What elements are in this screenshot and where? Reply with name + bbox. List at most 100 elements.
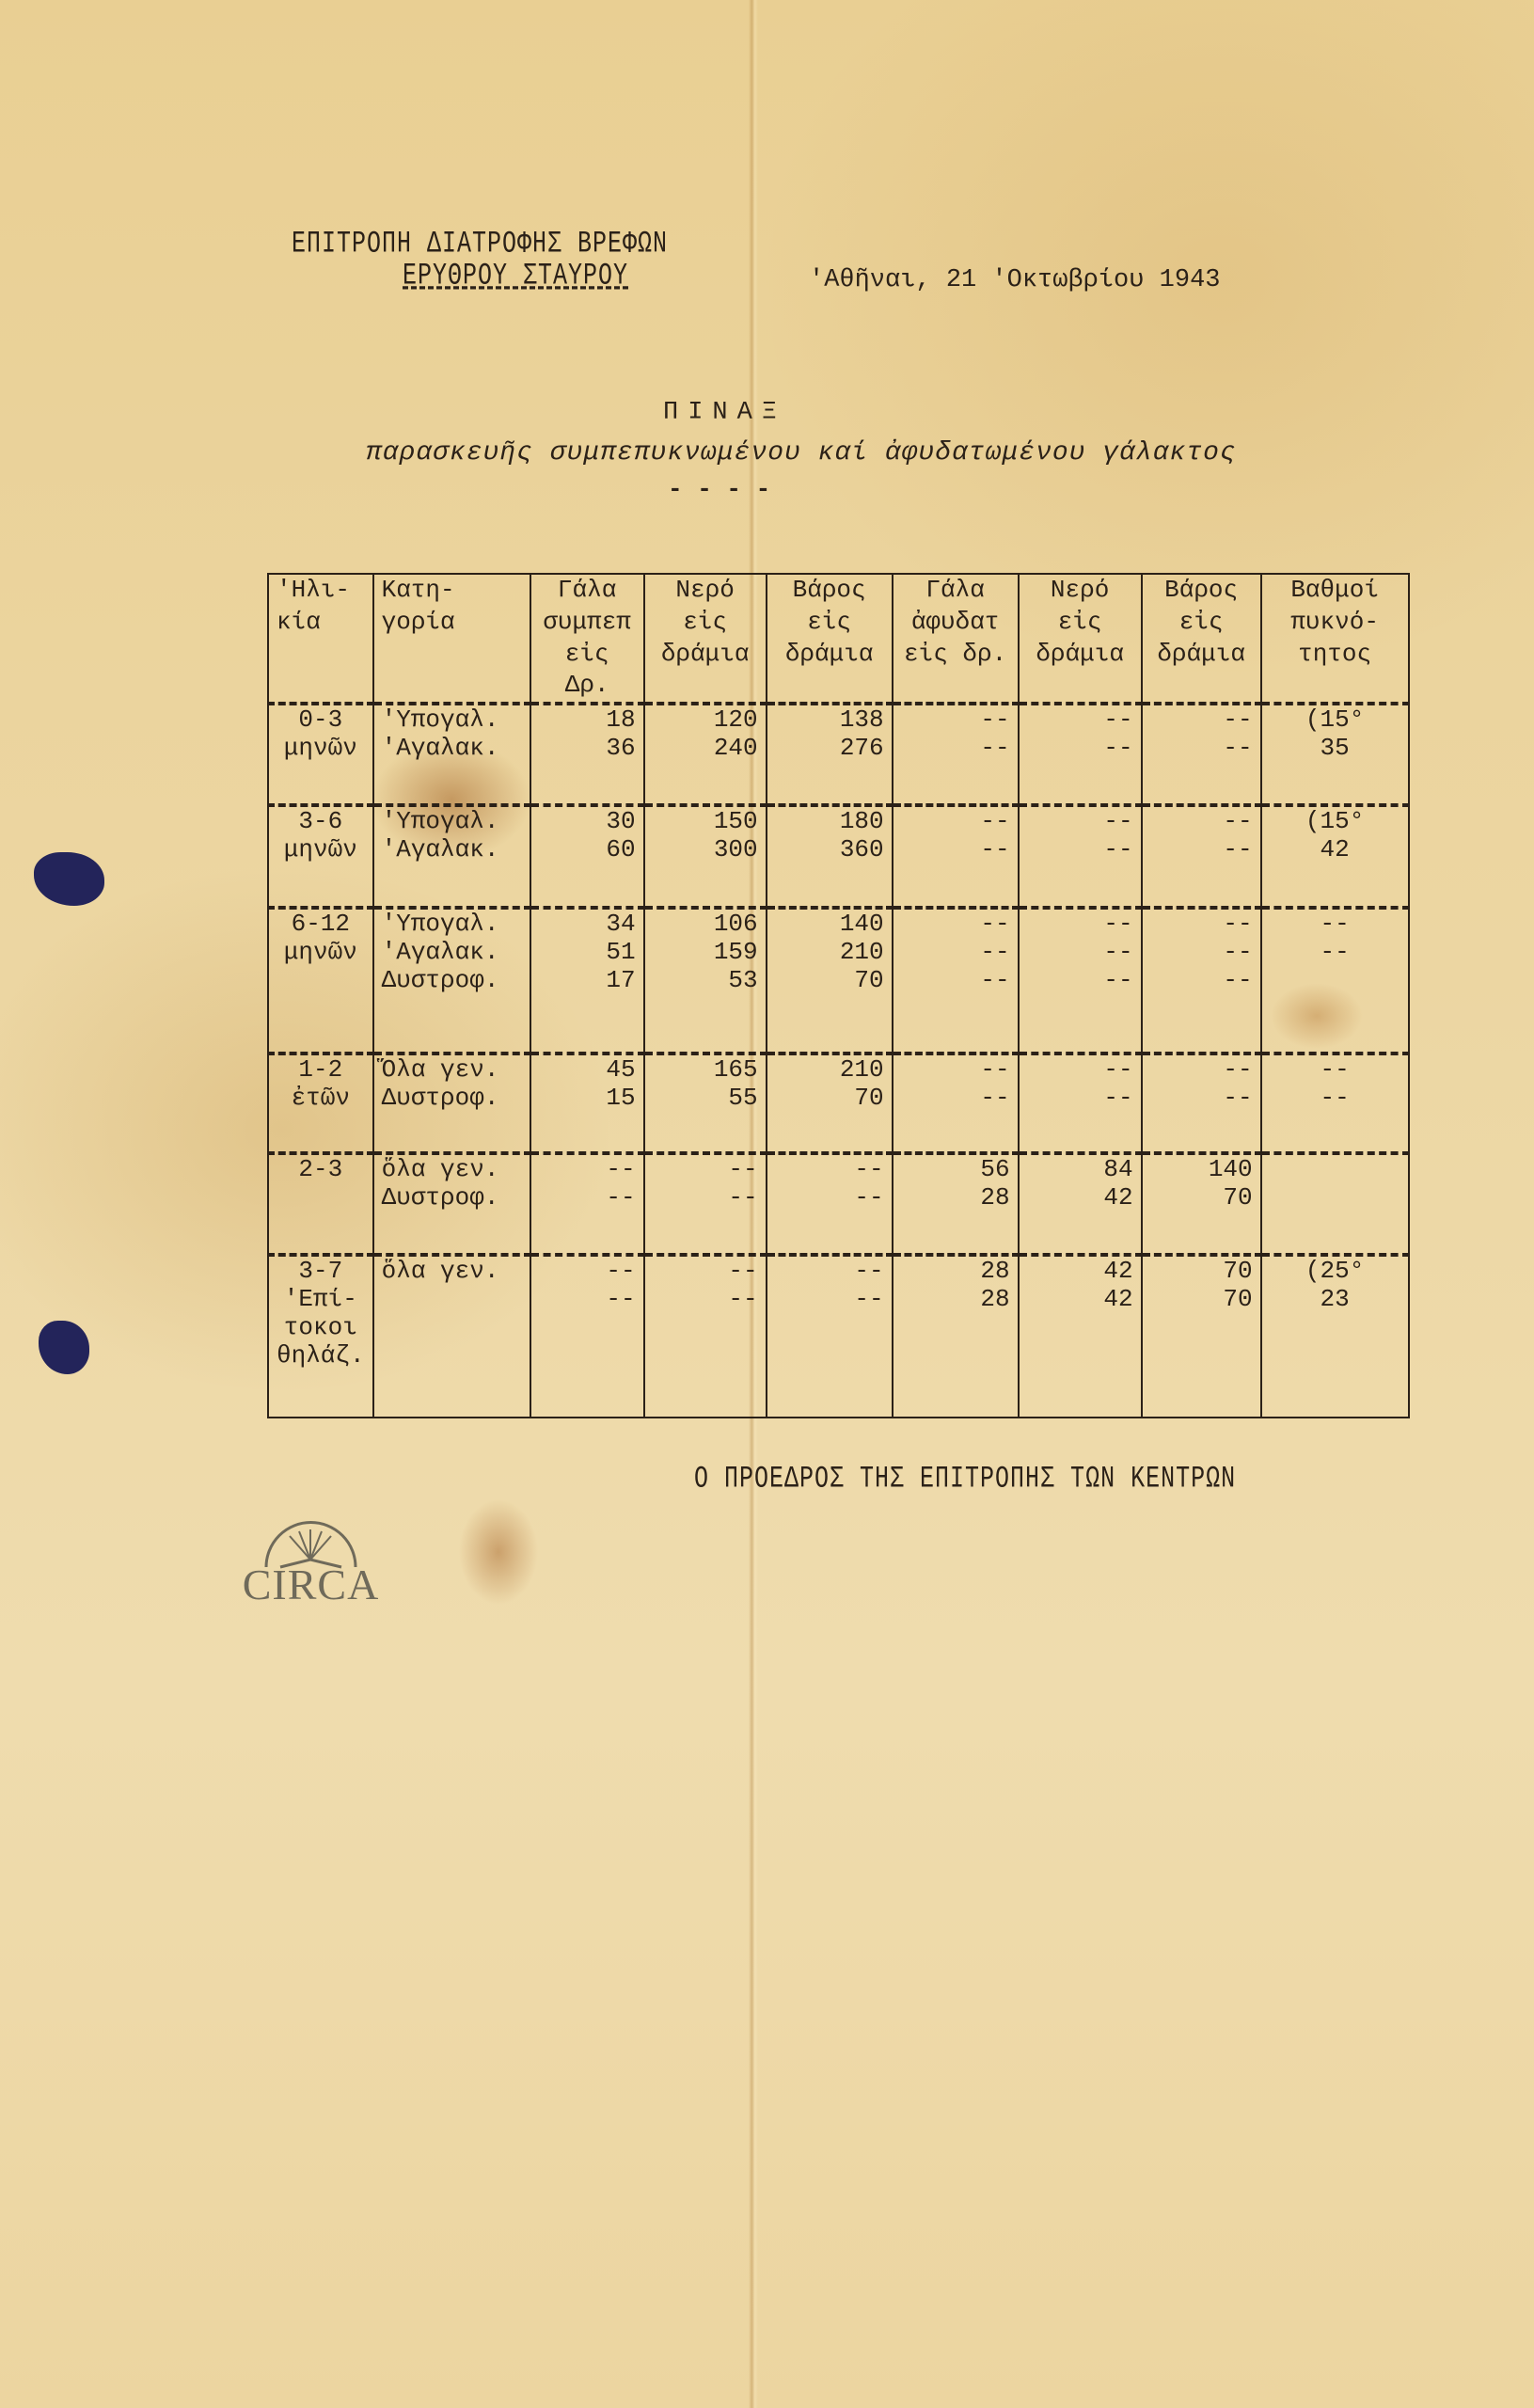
category-cell: 'Υπογαλ. 'Αγαλακ. Δυστροφ.: [372, 906, 531, 1055]
category-lines: 'Υπογαλ. 'Αγαλακ.: [382, 705, 522, 762]
cell-value: 300: [713, 835, 758, 864]
age-line: ἐτῶν: [291, 1084, 351, 1113]
value-cell: (15° 35: [1259, 702, 1410, 807]
table-group-row: 2-3 ὅλα γεν. Δυστροφ. -- -- -- -- -- -- 56 28 84 42 1…: [267, 1151, 1410, 1257]
cell-value: 42: [1103, 1257, 1133, 1286]
cell-value: 180: [839, 807, 884, 836]
age-line: 1-2: [298, 1055, 343, 1085]
header-line: Βάρος: [1164, 576, 1239, 604]
cell-value: --: [1223, 938, 1253, 967]
cell-value: 276: [839, 734, 884, 763]
table-group-row: 3-7 'Επί-τοκοι θηλάζ. ὅλα γεν. -- -- -- -- -- --…: [267, 1253, 1410, 1419]
header-line: συμπεπ: [543, 607, 631, 636]
cell-value: --: [980, 938, 1010, 967]
value-cell: -- --: [765, 1151, 894, 1257]
header-line: Γάλα: [557, 576, 617, 604]
category-value: ὅλα γεν.: [381, 1257, 499, 1286]
age-lines: 6-12 μηνῶν: [277, 910, 365, 966]
age-line: μηνῶν: [283, 938, 357, 967]
cell-value: --: [1320, 910, 1350, 939]
value-cell: 84 42: [1017, 1151, 1143, 1257]
category-lines: ὅλα γεν. Δυστροφ.: [382, 1155, 522, 1212]
table-header-row: 'Ηλι-κία Κατη-γορία Γάλα συμπεπ εἰς Δρ. Νερό ε…: [267, 572, 1410, 706]
category-cell: ὅλα γεν. Δυστροφ.: [372, 1151, 531, 1257]
header-line: εἰς: [1178, 607, 1224, 636]
age-lines: 1-2 ἐτῶν: [277, 1055, 365, 1112]
header-line: εἰς: [807, 607, 852, 636]
value-cell: 42 42: [1017, 1253, 1143, 1419]
header-line: Νερό: [675, 576, 735, 604]
value-cell: 70 70: [1140, 1253, 1262, 1419]
age-line: τοκοι: [283, 1313, 357, 1342]
header-line: δράμια: [1036, 639, 1124, 668]
table-group-row: 0-3 μηνῶν 'Υπογαλ. 'Αγαλακ. 18 36 120 240 138 276…: [267, 702, 1410, 807]
cell-value: --: [980, 807, 1010, 836]
cell-value: --: [1320, 1055, 1350, 1085]
cell-value: 84: [1103, 1155, 1133, 1184]
header-line: εἰς δρ.: [904, 639, 1007, 668]
cell-value: 42: [1103, 1285, 1133, 1314]
value-lines: 70 70: [1150, 1257, 1253, 1314]
age-line: 3-7: [298, 1257, 343, 1286]
value-lines: 165 55: [653, 1055, 758, 1112]
age-line: 0-3: [298, 705, 343, 735]
value-lines: -- --: [901, 807, 1010, 863]
cell-value: [1270, 966, 1400, 994]
column-header: Κατη-γορία: [372, 572, 531, 706]
header-line: εἰς: [683, 607, 728, 636]
age-cell: 0-3 μηνῶν: [267, 702, 374, 807]
document-date: 'Αθῆναι, 21 'Οκτωβρίου 1943: [809, 266, 1221, 294]
cell-value: 210: [839, 938, 884, 967]
cell-value: [1270, 1183, 1400, 1212]
category-cell: 'Υπογαλ. 'Αγαλακ.: [372, 702, 531, 807]
column-header: Γάλα ἀφυδατ εἰς δρ.: [891, 572, 1020, 706]
cell-value: --: [1223, 1084, 1253, 1113]
cell-value: 70: [854, 1084, 884, 1113]
header-line: Βάρος: [792, 576, 866, 604]
header-line: Γάλα: [925, 576, 985, 604]
category-value: 'Αγαλακ.: [381, 938, 499, 967]
column-header: Νερό εἰς δράμια: [1017, 572, 1143, 706]
category-value: 'Αγαλακ.: [381, 734, 499, 763]
signature-line: Ο ΠΡΟΕΔΡΟΣ ΤΗΣ ΕΠΙΤΡΟΠΗΣ ΤΩΝ ΚΕΝΤΡΩΝ: [694, 1461, 1237, 1497]
cell-value: 30: [606, 807, 636, 836]
cell-value: --: [606, 1257, 636, 1286]
document-subtitle: παρασκευῆς συμπεπυκνωμένου καί ἀφυδατωμέ…: [366, 438, 1237, 467]
cell-value: --: [1103, 1084, 1133, 1113]
value-cell: 106 159 53: [642, 906, 767, 1055]
cell-value: 35: [1320, 734, 1350, 763]
cell-value: 28: [980, 1285, 1010, 1314]
value-cell: -- -- --: [1017, 906, 1143, 1055]
value-lines: 210 70: [775, 1055, 884, 1112]
category-value: Ὅλα γεν.: [381, 1055, 499, 1085]
header-line: γορία: [381, 607, 455, 636]
value-lines: 84 42: [1027, 1155, 1133, 1212]
value-cell: 28 28: [891, 1253, 1020, 1419]
value-lines: 34 51 17: [539, 910, 636, 994]
header-line: εἰς Δρ.: [564, 639, 609, 700]
cell-value: 45: [606, 1055, 636, 1085]
column-header-text: Βάρος εἰς δράμια: [775, 575, 884, 670]
cell-value: 18: [606, 705, 636, 735]
open-book-icon: [264, 1521, 357, 1569]
value-lines: -- --: [539, 1257, 636, 1313]
cell-value: 55: [728, 1084, 758, 1113]
value-lines: 180 360: [775, 807, 884, 863]
cell-value: 70: [1223, 1285, 1253, 1314]
cell-value: 34: [606, 910, 636, 939]
cell-value: --: [1103, 910, 1133, 939]
value-lines: -- --: [1027, 807, 1132, 863]
value-lines: -- --: [775, 1257, 883, 1313]
column-header: Νερό εἰς δράμια: [642, 572, 767, 706]
category-value: ὅλα γεν.: [381, 1155, 499, 1184]
value-cell: -- --: [1140, 702, 1262, 807]
category-value: 'Υπογαλ.: [381, 910, 499, 939]
cell-value: (15°: [1305, 807, 1365, 836]
cell-value: --: [1223, 910, 1253, 939]
value-cell: -- --: [1017, 702, 1143, 807]
age-line: μηνῶν: [283, 734, 357, 763]
cell-value: 210: [839, 1055, 884, 1085]
cell-value: --: [606, 1155, 636, 1184]
age-lines: 0-3 μηνῶν: [277, 705, 365, 762]
value-cell: -- --: [1259, 906, 1410, 1055]
